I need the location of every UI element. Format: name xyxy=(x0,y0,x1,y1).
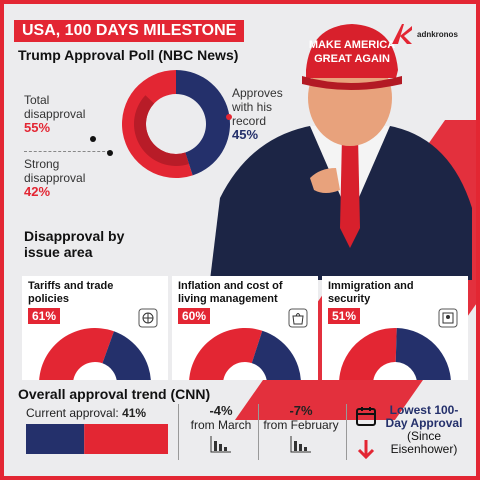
approves-text: Approves with his record xyxy=(232,86,283,128)
issue-pct: 60% xyxy=(178,308,211,324)
brand-logo: adnkronos xyxy=(390,22,458,46)
lowest-line-4: Eisenhower) xyxy=(390,442,458,456)
half-donut-other xyxy=(251,330,301,380)
total-disapproval-text: Total disapproval xyxy=(24,93,86,121)
issue-donut-immigration xyxy=(339,328,451,380)
strong-disapproval-pct: 42% xyxy=(24,184,51,199)
issue-donut-inflation xyxy=(189,328,301,380)
lowest-line-2: Day Approval xyxy=(385,416,463,430)
approves-pct: 45% xyxy=(232,127,259,142)
change-feb-value: -7% xyxy=(289,403,313,418)
lowest-approval-note: Lowest 100- Day Approval (Since Eisenhow… xyxy=(380,404,468,456)
adnkronos-logo-icon xyxy=(392,24,412,44)
half-donut-disapproval xyxy=(339,328,397,380)
half-donut-disapproval xyxy=(189,328,263,380)
svg-text:GREAT AGAIN: GREAT AGAIN xyxy=(314,53,390,65)
donut-slice-approval xyxy=(176,70,230,176)
trump-portrait-image: MAKE AMERICA GREAT AGAIN xyxy=(210,24,472,280)
current-approval-label: Current approval: 41% xyxy=(26,406,146,420)
approves-label: Approves with his record 45% xyxy=(232,86,296,142)
change-march-label: from March xyxy=(190,418,252,432)
issue-pct: 61% xyxy=(28,308,61,324)
calendar-icon xyxy=(356,407,376,426)
trade-globe-icon xyxy=(138,308,158,328)
declining-chart-icon xyxy=(290,436,311,453)
lowest-line-1: Lowest 100- xyxy=(389,403,459,417)
declining-chart-icon xyxy=(210,436,231,453)
poll-subtitle: Trump Approval Poll (NBC News) xyxy=(18,47,239,63)
leader-dot-approve xyxy=(226,114,232,120)
cnn-section-title: Overall approval trend (CNN) xyxy=(18,386,211,402)
divider xyxy=(258,404,259,460)
current-approval-text: Current approval: xyxy=(26,406,119,420)
issues-section-title: Disapproval by issue area xyxy=(24,228,125,260)
donut-slice-disapproval xyxy=(122,70,193,178)
issue-card-tariffs: Tariffs and trade policies 61% xyxy=(22,276,168,380)
approval-bar-remainder xyxy=(84,424,168,454)
issue-donut-tariffs xyxy=(39,328,151,380)
change-from-march: -4% from March xyxy=(186,404,256,453)
total-disapproval-pct: 55% xyxy=(24,120,51,135)
strong-disapproval-text: Strong disapproval xyxy=(24,157,86,185)
strong-disapproval-label: Strong disapproval 42% xyxy=(24,157,104,199)
change-feb-label: from February xyxy=(263,418,339,432)
main-approval-donut xyxy=(122,70,230,178)
issue-pct: 51% xyxy=(328,308,361,324)
approval-bar-value xyxy=(26,424,85,454)
divider xyxy=(346,404,347,460)
down-arrow-icon xyxy=(357,440,375,460)
half-donut-other xyxy=(395,328,451,380)
lowest-line-3: (Since xyxy=(406,429,441,443)
page-title: USA, 100 DAYS MILESTONE xyxy=(14,20,245,42)
half-donut-other xyxy=(102,331,151,380)
shopping-bag-icon xyxy=(288,308,308,328)
issue-card-inflation: Inflation and cost of living management … xyxy=(172,276,318,380)
logo-text: adnkronos xyxy=(417,29,458,39)
donut-slice-strong-disapproval xyxy=(134,95,189,166)
total-disapproval-label: Total disapproval 55% xyxy=(24,93,104,135)
change-from-february: -7% from February xyxy=(258,404,344,453)
issue-name: Immigration and security xyxy=(328,280,414,305)
passport-id-icon xyxy=(438,308,458,328)
divider xyxy=(178,404,179,460)
issue-card-immigration: Immigration and security 51% xyxy=(322,276,468,380)
current-approval-value: 41% xyxy=(122,406,147,420)
leader-dot-strong xyxy=(107,150,113,156)
issue-name: Tariffs and trade policies xyxy=(28,280,114,305)
change-march-value: -4% xyxy=(209,403,233,418)
issue-name: Inflation and cost of living management xyxy=(178,280,283,305)
current-approval-bar xyxy=(26,424,168,454)
leader-dot-total xyxy=(90,136,96,142)
separator-dash xyxy=(24,151,110,152)
half-donut-disapproval xyxy=(39,328,114,380)
svg-text:MAKE AMERICA: MAKE AMERICA xyxy=(309,39,395,51)
